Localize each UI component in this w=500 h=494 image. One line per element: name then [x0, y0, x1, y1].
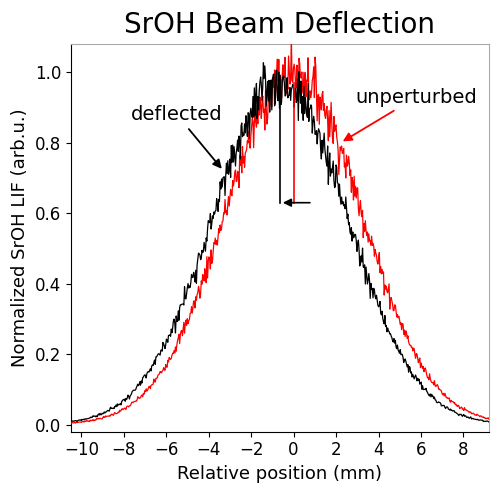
- Title: SrOH Beam Deflection: SrOH Beam Deflection: [124, 11, 436, 39]
- X-axis label: Relative position (mm): Relative position (mm): [178, 465, 382, 483]
- Y-axis label: Normalized SrOH LIF (arb.u.): Normalized SrOH LIF (arb.u.): [11, 109, 29, 367]
- Text: unperturbed: unperturbed: [344, 87, 478, 140]
- Text: deflected: deflected: [131, 105, 222, 167]
